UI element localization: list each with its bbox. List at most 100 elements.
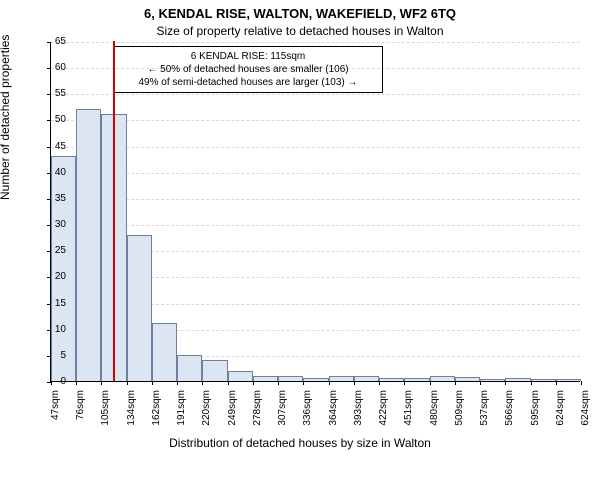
- histogram-bar: [127, 235, 152, 381]
- histogram-bar: [51, 156, 76, 381]
- y-tick-mark: [47, 42, 51, 43]
- x-tick-mark: [329, 381, 330, 385]
- x-tick-label: 509sqm: [454, 390, 465, 430]
- histogram-bar: [329, 376, 354, 381]
- x-tick-mark: [379, 381, 380, 385]
- histogram-bar: [303, 378, 328, 381]
- y-tick-label: 35: [55, 194, 66, 204]
- x-tick-label: 278sqm: [252, 390, 263, 430]
- y-tick-label: 5: [60, 351, 66, 361]
- x-tick-mark: [505, 381, 506, 385]
- annotation-line: 49% of semi-detached houses are larger (…: [120, 76, 376, 89]
- chart-subtitle: Size of property relative to detached ho…: [0, 24, 600, 38]
- grid-line: [51, 120, 580, 121]
- y-tick-mark: [47, 147, 51, 148]
- grid-line: [51, 173, 580, 174]
- y-tick-label: 50: [55, 115, 66, 125]
- annotation-box: 6 KENDAL RISE: 115sqm← 50% of detached h…: [113, 46, 383, 93]
- x-tick-label: 624sqm: [555, 390, 566, 430]
- y-tick-mark: [47, 120, 51, 121]
- x-tick-label: 134sqm: [126, 390, 137, 430]
- x-tick-mark: [404, 381, 405, 385]
- x-tick-label: 624sqm: [580, 390, 591, 430]
- grid-line: [51, 147, 580, 148]
- x-tick-label: 249sqm: [227, 390, 238, 430]
- x-tick-mark: [556, 381, 557, 385]
- histogram-bar: [379, 378, 404, 381]
- histogram-bar: [228, 371, 253, 381]
- y-tick-label: 55: [55, 89, 66, 99]
- y-tick-label: 40: [55, 168, 66, 178]
- y-tick-label: 65: [55, 37, 66, 47]
- histogram-bar: [354, 376, 379, 381]
- histogram-bar: [76, 109, 101, 381]
- histogram-bar: [430, 376, 455, 381]
- histogram-bar: [480, 379, 505, 381]
- x-tick-label: 393sqm: [353, 390, 364, 430]
- grid-line: [51, 42, 580, 43]
- x-tick-mark: [303, 381, 304, 385]
- histogram-bar: [404, 378, 429, 381]
- x-tick-label: 105sqm: [100, 390, 111, 430]
- reference-line: [113, 41, 114, 381]
- x-tick-mark: [531, 381, 532, 385]
- x-tick-mark: [51, 381, 52, 385]
- x-tick-mark: [101, 381, 102, 385]
- x-tick-mark: [152, 381, 153, 385]
- grid-line: [51, 94, 580, 95]
- annotation-line: ← 50% of detached houses are smaller (10…: [120, 63, 376, 76]
- x-tick-label: 595sqm: [530, 390, 541, 430]
- x-tick-mark: [202, 381, 203, 385]
- y-tick-label: 30: [55, 220, 66, 230]
- x-tick-mark: [278, 381, 279, 385]
- x-tick-mark: [455, 381, 456, 385]
- grid-line: [51, 199, 580, 200]
- y-tick-label: 10: [55, 325, 66, 335]
- histogram-bar: [202, 360, 227, 381]
- x-tick-label: 336sqm: [302, 390, 313, 430]
- grid-line: [51, 225, 580, 226]
- x-tick-mark: [354, 381, 355, 385]
- x-tick-label: 47sqm: [50, 390, 61, 430]
- x-axis-label: Distribution of detached houses by size …: [0, 436, 600, 450]
- histogram-bar: [253, 376, 278, 381]
- histogram-bar: [505, 378, 530, 381]
- x-tick-mark: [228, 381, 229, 385]
- grid-line: [51, 68, 580, 69]
- x-tick-label: 162sqm: [151, 390, 162, 430]
- y-tick-label: 20: [55, 272, 66, 282]
- y-tick-label: 0: [60, 377, 66, 387]
- x-tick-label: 566sqm: [504, 390, 515, 430]
- x-tick-mark: [581, 381, 582, 385]
- x-tick-label: 364sqm: [328, 390, 339, 430]
- chart-title-address: 6, KENDAL RISE, WALTON, WAKEFIELD, WF2 6…: [0, 6, 600, 21]
- x-tick-mark: [253, 381, 254, 385]
- y-tick-label: 60: [55, 63, 66, 73]
- histogram-bar: [455, 377, 480, 381]
- x-tick-label: 480sqm: [429, 390, 440, 430]
- y-tick-mark: [47, 68, 51, 69]
- histogram-bar: [177, 355, 202, 381]
- plot-area: 6 KENDAL RISE: 115sqm← 50% of detached h…: [50, 42, 580, 382]
- y-tick-label: 25: [55, 246, 66, 256]
- x-tick-label: 191sqm: [176, 390, 187, 430]
- histogram-chart: 6, KENDAL RISE, WALTON, WAKEFIELD, WF2 6…: [0, 0, 600, 500]
- x-tick-label: 537sqm: [479, 390, 490, 430]
- y-tick-mark: [47, 94, 51, 95]
- y-tick-label: 15: [55, 299, 66, 309]
- x-tick-mark: [480, 381, 481, 385]
- x-tick-label: 422sqm: [378, 390, 389, 430]
- x-tick-label: 76sqm: [75, 390, 86, 430]
- histogram-bar: [278, 376, 303, 381]
- annotation-line: 6 KENDAL RISE: 115sqm: [120, 50, 376, 63]
- y-tick-label: 45: [55, 142, 66, 152]
- x-tick-mark: [430, 381, 431, 385]
- x-tick-mark: [127, 381, 128, 385]
- x-tick-label: 451sqm: [403, 390, 414, 430]
- x-tick-label: 220sqm: [201, 390, 212, 430]
- histogram-bar: [152, 323, 177, 381]
- y-axis-label: Number of detached properties: [0, 35, 12, 200]
- x-tick-mark: [177, 381, 178, 385]
- histogram-bar: [556, 379, 581, 381]
- histogram-bar: [531, 379, 556, 381]
